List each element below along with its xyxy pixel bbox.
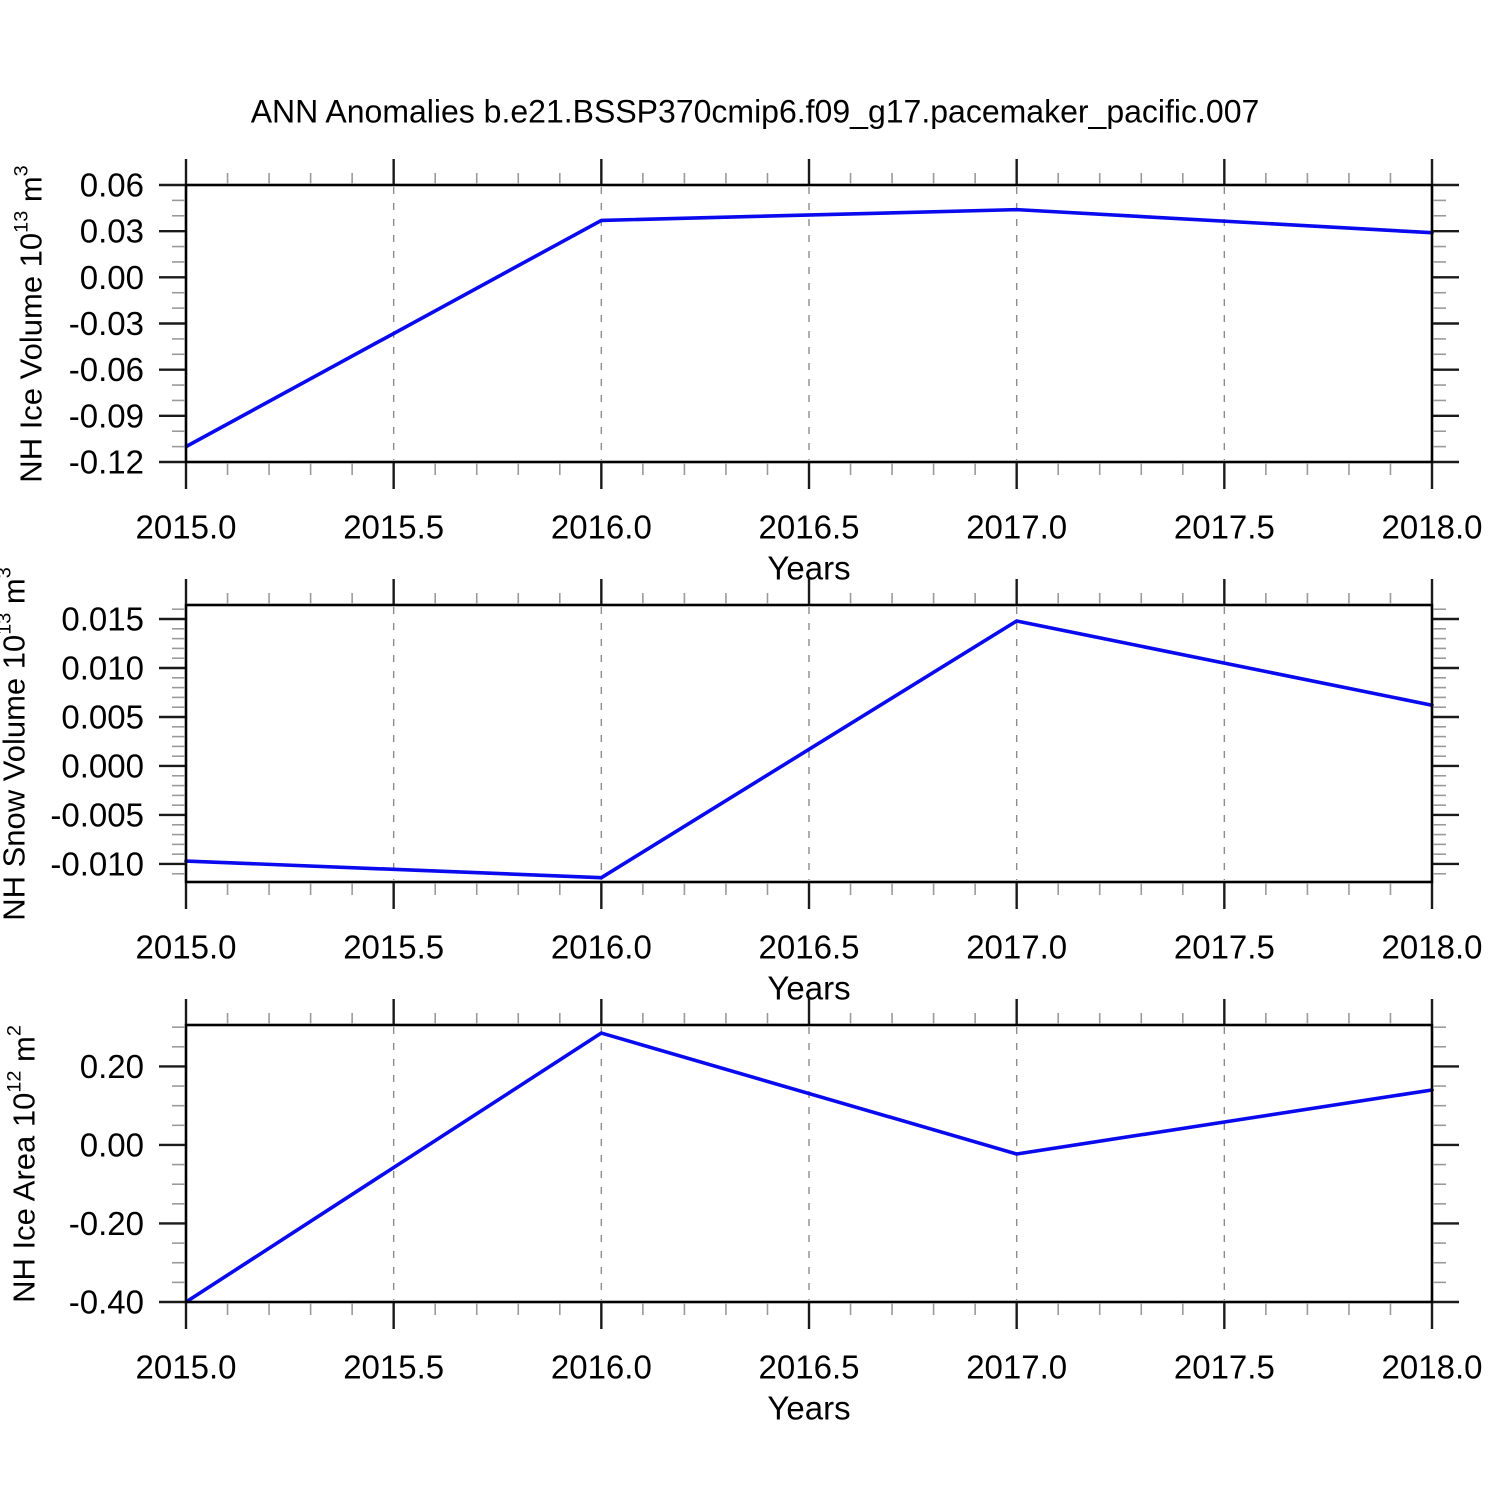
y-tick-label: -0.03 — [69, 305, 144, 342]
y-axis-title-superscript: 3 — [0, 567, 15, 578]
y-axis-title-superscript: 13 — [10, 210, 33, 233]
y-axis-title: NH Ice Volume 1013 m3 — [10, 165, 49, 483]
y-axis-title-superscript: 3 — [10, 164, 33, 176]
y-tick-label: 0.00 — [80, 259, 144, 296]
y-axis-title: NH Ice Area 1012 m2 — [3, 1025, 42, 1303]
x-tick-label: 2016.5 — [759, 929, 860, 966]
y-axis-title-text: m — [6, 1035, 42, 1071]
y-tick-label: -0.010 — [50, 845, 144, 882]
y-tick-label: -0.12 — [69, 444, 144, 481]
x-tick-label: 2017.5 — [1174, 929, 1275, 966]
x-tick-label: 2018.0 — [1382, 1349, 1483, 1386]
x-tick-label: 2018.0 — [1382, 929, 1483, 966]
x-tick-label: 2017.5 — [1174, 509, 1275, 546]
data-line — [184, 1031, 1434, 1304]
y-tick-label: 0.20 — [80, 1048, 144, 1085]
x-tick-label: 2016.0 — [551, 509, 652, 546]
y-axis-title-text: NH Snow Volume 10 — [0, 634, 32, 921]
plot-frame — [184, 603, 1434, 884]
y-axis-title-superscript: 12 — [3, 1070, 26, 1093]
figure-title: ANN Anomalies b.e21.BSSP370cmip6.f09_g17… — [250, 93, 1260, 130]
y-tick-label: -0.20 — [69, 1205, 144, 1242]
x-axis-title: Years — [767, 1390, 850, 1427]
x-tick-label: 2017.5 — [1174, 1349, 1275, 1386]
x-tick-label: 2015.0 — [136, 929, 237, 966]
x-tick-label: 2017.0 — [966, 509, 1067, 546]
x-tick-label: 2015.5 — [343, 929, 444, 966]
x-tick-label: 2016.5 — [759, 1349, 860, 1386]
y-tick-label: 0.00 — [80, 1126, 144, 1163]
data-line — [184, 619, 1434, 880]
y-tick-label: -0.09 — [69, 397, 144, 434]
y-tick-label: 0.005 — [61, 698, 144, 735]
y-tick-label: -0.06 — [69, 351, 144, 388]
x-tick-label: 2016.0 — [551, 929, 652, 966]
y-axis-title-superscript: 2 — [3, 1024, 26, 1036]
y-tick-label: 0.010 — [61, 650, 144, 687]
data-line — [184, 207, 1434, 449]
y-tick-label: 0.06 — [80, 167, 144, 204]
x-tick-label: 2015.0 — [136, 509, 237, 546]
plot-frame — [184, 183, 1434, 464]
x-tick-label: 2017.0 — [966, 1349, 1067, 1386]
x-tick-label: 2015.5 — [343, 509, 444, 546]
x-tick-label: 2016.0 — [551, 1349, 652, 1386]
y-tick-label: -0.005 — [50, 796, 144, 833]
y-tick-label: 0.03 — [80, 213, 144, 250]
y-axis-title-superscript: 13 — [0, 612, 16, 635]
y-axis-title-text: m — [0, 577, 32, 613]
x-tick-label: 2017.0 — [966, 929, 1067, 966]
y-axis-title-text: m — [13, 175, 49, 211]
y-tick-label: -0.40 — [69, 1284, 144, 1321]
y-axis-title-text: NH Ice Volume 10 — [13, 232, 49, 483]
x-tick-label: 2015.0 — [136, 1349, 237, 1386]
y-tick-label: 0.015 — [61, 601, 144, 638]
y-tick-label: 0.000 — [61, 747, 144, 784]
x-tick-label: 2018.0 — [1382, 509, 1483, 546]
y-axis-title-text: NH Ice Area 10 — [6, 1092, 42, 1303]
x-tick-label: 2015.5 — [343, 1349, 444, 1386]
x-tick-label: 2016.5 — [759, 509, 860, 546]
y-axis-title: NH Snow Volume 1013 m3 — [0, 567, 32, 921]
plot-frame — [184, 1023, 1434, 1304]
